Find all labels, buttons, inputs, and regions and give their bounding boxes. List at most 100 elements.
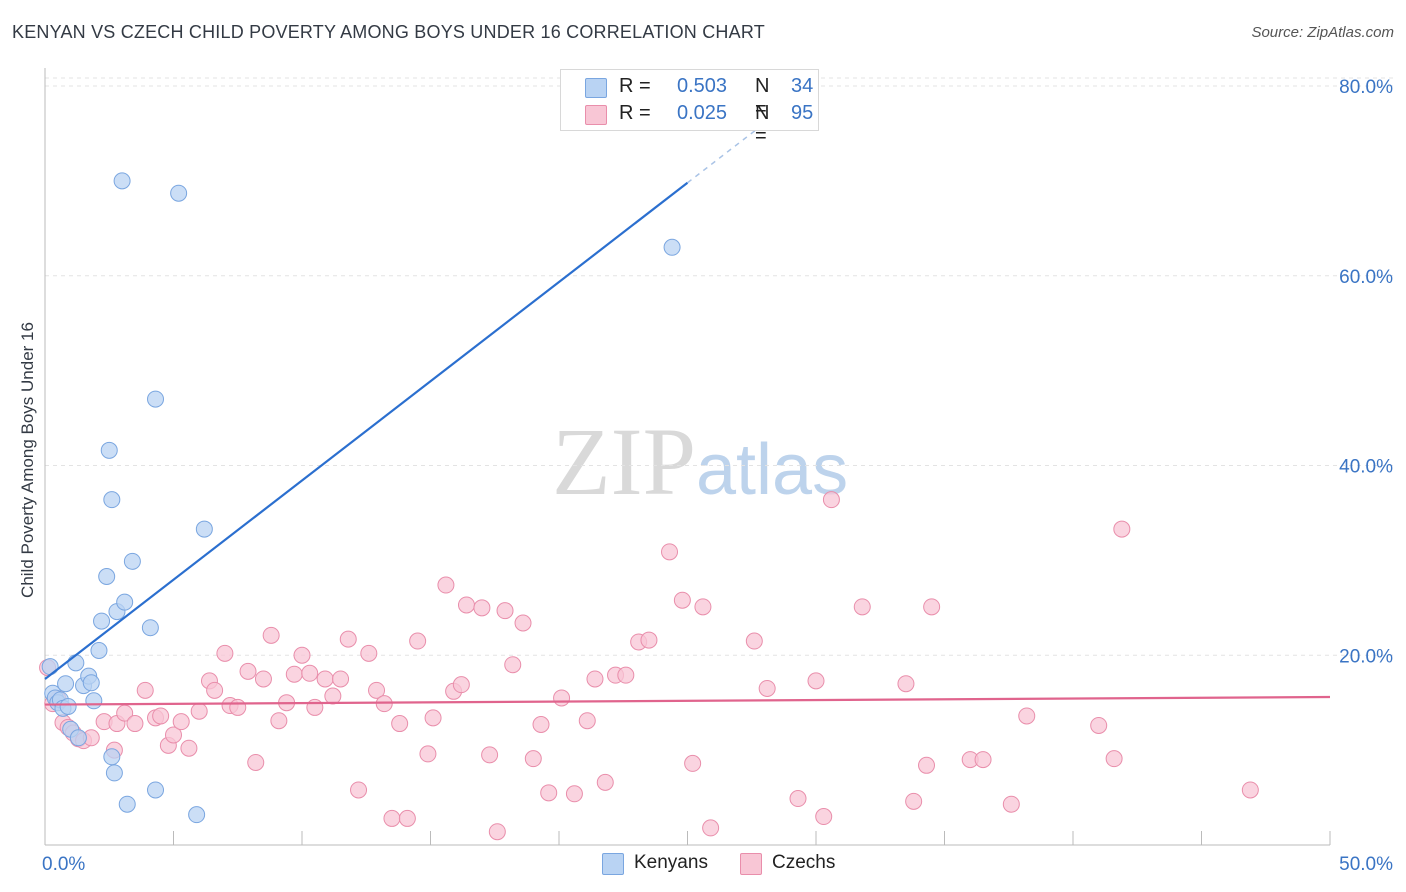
kenyans-point xyxy=(123,552,141,570)
czechs-point xyxy=(596,773,614,791)
kenyans-point xyxy=(195,520,213,538)
czechs-point xyxy=(1002,795,1020,813)
czechs-point xyxy=(350,781,368,799)
kenyans-point xyxy=(105,764,123,782)
czechs-legend-label: Czechs xyxy=(772,852,836,873)
source-label: Source: ZipAtlas.com xyxy=(1251,24,1394,41)
kenyans-point xyxy=(118,795,136,813)
czechs-point xyxy=(457,596,475,614)
czechs-point xyxy=(702,819,720,837)
czechs-point xyxy=(1018,707,1036,725)
kenyans-point xyxy=(85,692,103,710)
n-value: 34 xyxy=(791,75,814,97)
n-label: N = xyxy=(755,102,770,147)
r-value: 0.503 xyxy=(677,75,728,97)
kenyans-point xyxy=(57,675,75,693)
czechs-point xyxy=(254,670,272,688)
watermark-zip: ZIP xyxy=(552,408,696,515)
watermark-atlas: atlas xyxy=(696,430,849,510)
czechs-point xyxy=(473,599,491,617)
kenyans-point xyxy=(69,729,87,747)
czechs-point xyxy=(1241,781,1259,799)
czechs-point xyxy=(807,672,825,690)
czechs-point xyxy=(383,809,401,827)
czechs-point xyxy=(1113,520,1131,538)
czechs-point xyxy=(332,670,350,688)
kenyans-trendline-extension xyxy=(687,102,791,184)
czechs-point xyxy=(578,712,596,730)
legend-stats: R = 0.503 N = 34 R = 0.025 N = 95 xyxy=(560,69,819,147)
czechs-point xyxy=(206,681,224,699)
czechs-point xyxy=(270,712,288,730)
czechs-point xyxy=(905,792,923,810)
kenyans-point xyxy=(90,642,108,660)
czechs-point xyxy=(126,715,144,733)
kenyans-point xyxy=(170,184,188,202)
czechs-point xyxy=(285,665,303,683)
czechs-point xyxy=(239,662,257,680)
czechs-point xyxy=(514,614,532,632)
kenyans-point xyxy=(663,238,681,256)
czechs-point xyxy=(815,808,833,826)
czechs-point xyxy=(437,576,455,594)
czechs-point xyxy=(190,702,208,720)
kenyans-point xyxy=(113,172,131,190)
kenyans-point xyxy=(141,619,159,637)
kenyans-point xyxy=(103,748,121,766)
kenyans-legend-swatch xyxy=(602,853,624,875)
czechs-point xyxy=(229,698,247,716)
czechs-point xyxy=(172,713,190,731)
czechs-point xyxy=(262,626,280,644)
czechs-point xyxy=(152,707,170,725)
kenyans-point xyxy=(59,697,77,715)
czechs-point xyxy=(758,679,776,697)
czechs-point xyxy=(452,676,470,694)
czechs-point xyxy=(180,739,198,757)
czechs-point xyxy=(640,631,658,649)
czechs-point xyxy=(1090,716,1108,734)
czechs-point xyxy=(409,632,427,650)
n-label: N = xyxy=(755,75,770,120)
r-label: R = xyxy=(619,102,651,124)
r-label: R = xyxy=(619,75,651,97)
czechs-point xyxy=(496,602,514,620)
czechs-legend-swatch xyxy=(740,853,762,875)
czechs-point xyxy=(553,689,571,707)
watermark: ZIPatlas xyxy=(552,406,848,517)
czechs-point xyxy=(481,746,499,764)
czechs-point xyxy=(391,715,409,733)
czechs-point xyxy=(301,664,319,682)
kenyans-point xyxy=(116,593,134,611)
kenyans-point xyxy=(41,658,59,676)
kenyans-swatch xyxy=(585,78,607,98)
czechs-point xyxy=(524,750,542,768)
czechs-point xyxy=(216,644,234,662)
czechs-point xyxy=(1105,750,1123,768)
kenyans-point xyxy=(100,441,118,459)
czechs-swatch xyxy=(585,105,607,125)
czechs-point xyxy=(918,756,936,774)
y-tick-label: 60.0% xyxy=(1339,267,1393,288)
kenyans-point xyxy=(103,491,121,509)
czechs-point xyxy=(424,709,442,727)
kenyans-point xyxy=(147,781,165,799)
czechs-point xyxy=(617,666,635,684)
czechs-point xyxy=(694,598,712,616)
kenyans-point xyxy=(82,674,100,692)
czechs-point xyxy=(789,790,807,808)
czechs-point xyxy=(504,656,522,674)
kenyans-legend-label: Kenyans xyxy=(634,852,708,873)
czechs-point xyxy=(247,753,265,771)
kenyans-trendline xyxy=(44,181,689,680)
czechs-point xyxy=(339,630,357,648)
czechs-point xyxy=(974,751,992,769)
czechs-point xyxy=(923,598,941,616)
czechs-point xyxy=(398,809,416,827)
y-tick-label: 20.0% xyxy=(1339,646,1393,667)
n-value: 95 xyxy=(791,102,814,124)
x-tick-label: 0.0% xyxy=(42,854,85,875)
kenyans-point xyxy=(67,654,85,672)
czechs-point xyxy=(853,598,871,616)
czechs-point xyxy=(368,681,386,699)
